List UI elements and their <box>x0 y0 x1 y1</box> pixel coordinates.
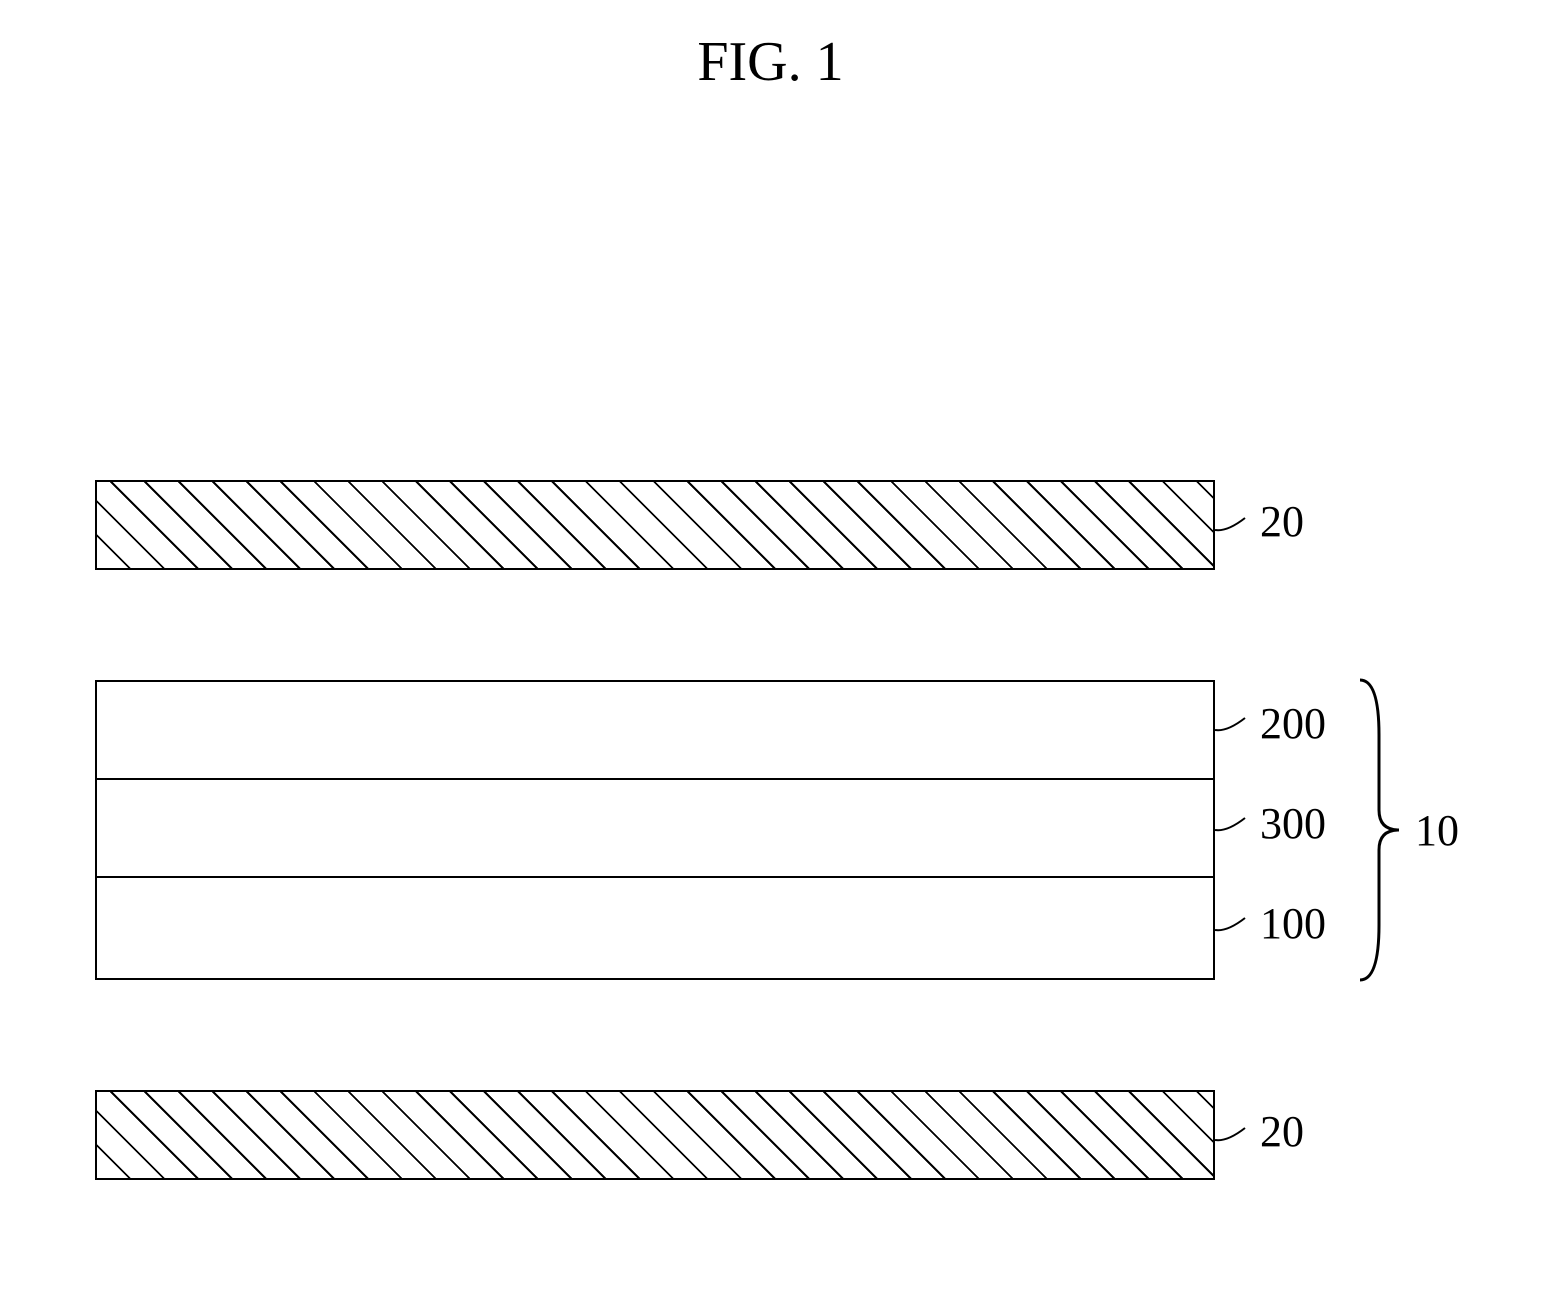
leader-300 <box>1215 810 1255 840</box>
leader-100 <box>1215 910 1255 940</box>
leader-20-bottom <box>1215 1120 1255 1150</box>
label-20-top: 20 <box>1260 496 1304 547</box>
layer-20-bottom <box>95 1090 1215 1180</box>
layer-300 <box>95 778 1215 878</box>
leader-200 <box>1215 710 1255 740</box>
label-20-bottom: 20 <box>1260 1106 1304 1157</box>
layer-20-top <box>95 480 1215 570</box>
layer-100 <box>95 876 1215 980</box>
group-brace <box>1355 675 1405 985</box>
layer-200 <box>95 680 1215 780</box>
figure-title: FIG. 1 <box>697 30 843 94</box>
label-100: 100 <box>1260 898 1326 949</box>
leader-20-top <box>1215 510 1255 540</box>
group-label-10: 10 <box>1415 805 1459 856</box>
label-300: 300 <box>1260 798 1326 849</box>
label-200: 200 <box>1260 698 1326 749</box>
